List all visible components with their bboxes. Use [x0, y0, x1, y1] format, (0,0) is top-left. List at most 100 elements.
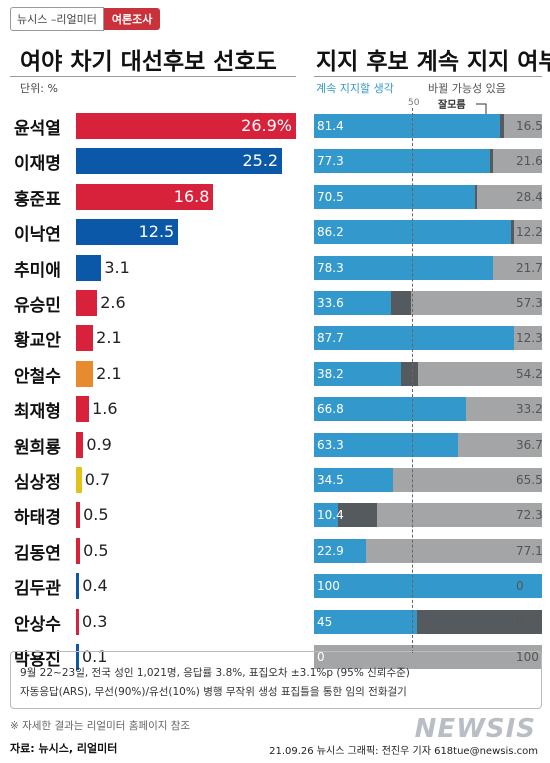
continue-segment: [314, 432, 459, 457]
preference-value-label: 3.1: [104, 257, 130, 277]
unknown-segment: [416, 609, 542, 634]
preference-bar: [76, 254, 102, 281]
continue-segment: [314, 609, 417, 634]
change-value-label: 12.2: [516, 225, 543, 240]
preference-bar: [76, 537, 81, 564]
unknown-segment: [499, 114, 505, 138]
unknown-segment: [490, 149, 493, 174]
candidate-name: 홍준표: [14, 189, 61, 210]
change-value-label: 100: [516, 650, 539, 664]
preference-value-label: 0.3: [82, 611, 108, 631]
continue-value-label: 66.8: [317, 402, 344, 417]
note-line-1: 9월 22~23일, 전국 성인 1,021명, 응답률 3.8%, 표집오차 …: [20, 667, 410, 679]
preference-bar: [76, 360, 94, 387]
unknown-segment: [401, 361, 419, 386]
reference-50-label: 50: [408, 98, 420, 108]
unknown-segment: [474, 184, 478, 209]
preference-bar: [76, 502, 81, 529]
unknown-segment: [390, 291, 412, 315]
change-value-label: 16.5: [516, 119, 543, 133]
note-line-2: 자동응답(ARS), 무선(90%)/유선(10%) 병행 무작위 생성 표집틀…: [20, 686, 407, 698]
candidate-name: 원희룡: [14, 437, 61, 458]
continue-segment: [314, 326, 514, 351]
change-value-label: 72.3: [516, 508, 543, 523]
candidate-name: 안상수: [14, 614, 61, 635]
continue-value-label: 81.4: [317, 119, 344, 133]
change-segment: [514, 220, 542, 245]
unknown-segment: [510, 220, 515, 245]
preference-bar: [76, 325, 94, 352]
change-value-label: 21.7: [516, 260, 543, 275]
candidate-name: 김두관: [14, 579, 61, 600]
preference-value-label: 12.5: [138, 222, 175, 242]
preference-value-label: 2.1: [96, 328, 122, 348]
survey-notes-box: [10, 651, 542, 709]
preference-bar: [76, 148, 283, 175]
continue-value-label: 0: [317, 650, 325, 664]
continue-segment: [314, 255, 493, 280]
change-value-label: 54.2: [516, 366, 543, 381]
preference-bar: [76, 573, 80, 600]
preference-value-label: 0.7: [84, 470, 111, 489]
continue-value-label: 63.3: [317, 437, 344, 452]
continue-segment: [314, 397, 467, 422]
reference-line-50: [412, 108, 413, 653]
preference-value-label: 0.5: [83, 505, 109, 525]
right-chart-title: 지지 후보 계속 지지 여부: [316, 49, 550, 75]
continue-segment: [314, 468, 393, 492]
change-segment: [466, 397, 542, 422]
continue-value-label: 70.5: [317, 189, 344, 204]
change-segment: [314, 645, 542, 669]
header-badge: 뉴시스 –리얼미터 여론조사: [10, 7, 161, 31]
note-line-3: ※ 자세한 결과는 리얼미터 홈페이지 참조: [10, 720, 191, 732]
candidate-name: 이낙연: [14, 225, 61, 246]
preference-bar: [76, 219, 179, 246]
preference-value-label: 1.6: [92, 399, 118, 419]
legend-continue: 계속 지지할 생각: [316, 82, 394, 95]
legend-unknown-pointer: [476, 103, 487, 114]
change-value-label: 65.5: [516, 473, 543, 487]
preference-value-label: 2.1: [96, 363, 122, 383]
preference-value-label: 2.6: [100, 293, 126, 312]
preference-bar: [76, 396, 90, 423]
preference-value-label: 26.9%: [241, 116, 292, 135]
continue-value-label: 86.2: [317, 225, 344, 240]
continue-value-label: 38.2: [317, 366, 344, 381]
preference-bar: [76, 608, 79, 635]
continue-segment: [314, 361, 402, 386]
continue-value-label: 77.3: [317, 154, 344, 169]
candidate-name: 안철수: [14, 366, 61, 387]
candidate-name: 윤석열: [14, 119, 61, 139]
footer-source: 자료: 뉴시스, 리얼미터: [10, 742, 118, 755]
change-segment: [411, 291, 542, 315]
candidate-name: 황교안: [14, 331, 61, 352]
candidate-name: 추미애: [14, 260, 61, 281]
change-segment: [377, 503, 542, 528]
continue-segment: [314, 291, 391, 315]
change-segment: [392, 468, 542, 492]
preference-value-label: 0.4: [82, 576, 108, 596]
change-segment: [477, 184, 542, 209]
unknown-segment: [337, 503, 378, 528]
change-value-label: 21.6: [516, 154, 543, 169]
right-title-rule: [314, 76, 542, 77]
continue-segment: [314, 149, 491, 174]
footer-credit: 21.09.26 뉴시스 그래픽: 전진우 기자 618tue@newsis.c…: [269, 746, 538, 757]
preference-value-label: 0.9: [86, 434, 112, 454]
unit-label: 단위: %: [20, 82, 58, 95]
change-value-label: 28.4: [516, 189, 543, 204]
left-title-rule: [10, 76, 296, 77]
change-segment: [492, 149, 542, 174]
candidate-name: 이재명: [14, 154, 61, 175]
preference-bar: [76, 644, 79, 670]
left-chart-title: 여야 차기 대선후보 선호도: [20, 49, 277, 75]
continue-value-label: 87.7: [317, 331, 344, 346]
newsis-logo: NEWSIS: [414, 714, 536, 744]
continue-value-label: 33.6: [317, 296, 344, 310]
change-value-label: 12.3: [516, 331, 543, 346]
legend-unknown: 잘모름: [438, 100, 466, 111]
continue-value-label: 100: [317, 579, 340, 594]
continue-value-label: 22.9: [317, 543, 344, 558]
change-segment: [418, 361, 542, 386]
